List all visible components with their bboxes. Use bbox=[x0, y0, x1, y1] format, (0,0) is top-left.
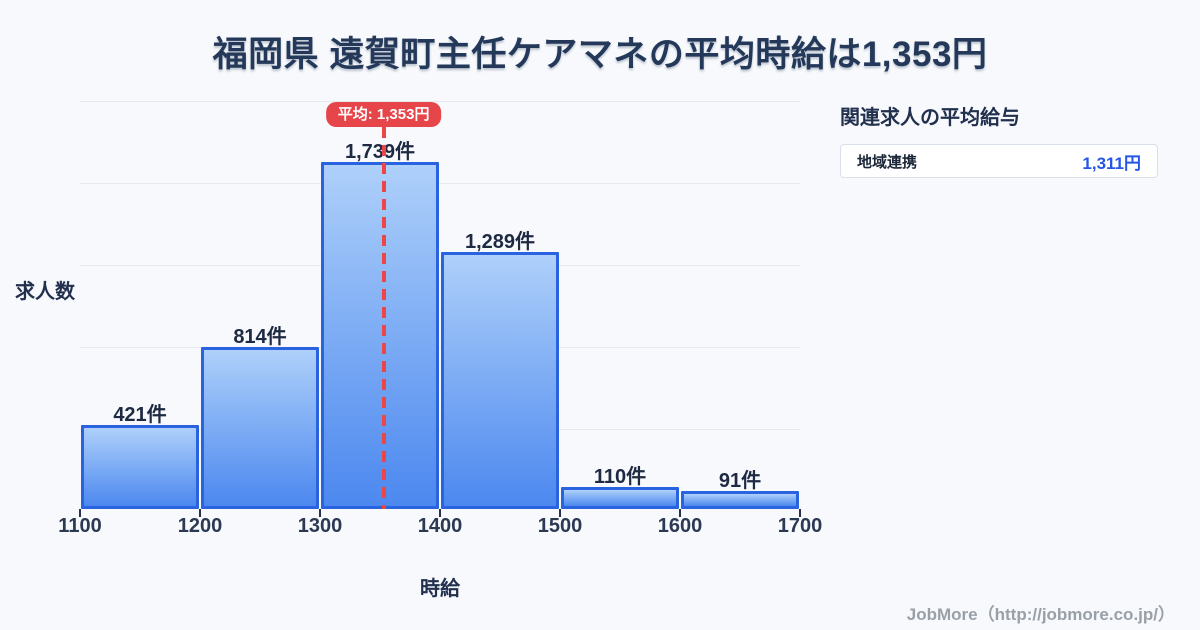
x-axis-tick bbox=[679, 509, 681, 517]
x-axis-tick bbox=[199, 509, 201, 517]
x-axis-tick-label: 1700 bbox=[777, 515, 823, 537]
related-job-value: 1,311円 bbox=[1082, 153, 1141, 173]
x-axis-tick-label: 1100 bbox=[58, 515, 102, 537]
gridline bbox=[80, 101, 800, 102]
x-axis-tick-label: 1500 bbox=[537, 515, 583, 537]
x-axis-tick bbox=[439, 509, 441, 517]
site-credit: JobMore（http://jobmore.co.jp/） bbox=[906, 605, 1175, 624]
bar-value-label: 421件 bbox=[113, 404, 167, 426]
x-axis-tick bbox=[79, 509, 81, 517]
x-axis-tick-label: 1300 bbox=[297, 515, 343, 537]
x-axis-tick bbox=[559, 509, 561, 517]
bar-value-label: 814件 bbox=[233, 326, 287, 348]
page-title: 福岡県 遠賀町主任ケアマネの平均時給は1,353円 bbox=[212, 35, 988, 74]
average-line bbox=[381, 127, 386, 509]
gridline bbox=[80, 429, 800, 430]
histogram-bar bbox=[441, 252, 559, 509]
gridline bbox=[80, 347, 800, 348]
bar-value-label: 1,289件 bbox=[464, 231, 536, 253]
x-axis-tick bbox=[799, 509, 801, 517]
histogram-bar bbox=[201, 347, 319, 509]
related-job-row: 地域連携 1,311円 bbox=[840, 144, 1158, 178]
x-axis-tick-label: 1400 bbox=[417, 515, 463, 537]
gridline bbox=[80, 265, 800, 266]
related-jobs-heading: 関連求人の平均給与 bbox=[840, 107, 1020, 129]
histogram-bar bbox=[561, 487, 679, 509]
histogram-bar bbox=[321, 162, 439, 509]
histogram-plot: 平均: 1,353円 421件 814件 1,739件 1,289件 110件 91件 11… bbox=[58, 101, 822, 537]
x-axis-label: 時給 bbox=[420, 578, 460, 600]
histogram-bar bbox=[681, 491, 799, 509]
histogram-bar bbox=[81, 425, 199, 509]
bar-value-label: 91件 bbox=[718, 470, 762, 492]
gridline bbox=[80, 183, 800, 184]
bar-value-label: 110件 bbox=[593, 466, 647, 488]
y-axis-label: 求人数 bbox=[15, 281, 75, 303]
x-axis-tick-label: 1600 bbox=[657, 515, 703, 537]
x-axis-tick bbox=[319, 509, 321, 517]
related-job-label: 地域連携 bbox=[857, 153, 918, 171]
x-axis-tick-label: 1200 bbox=[177, 515, 223, 537]
bar-value-label: 1,739件 bbox=[344, 141, 416, 163]
average-badge: 平均: 1,353円 bbox=[325, 102, 442, 127]
